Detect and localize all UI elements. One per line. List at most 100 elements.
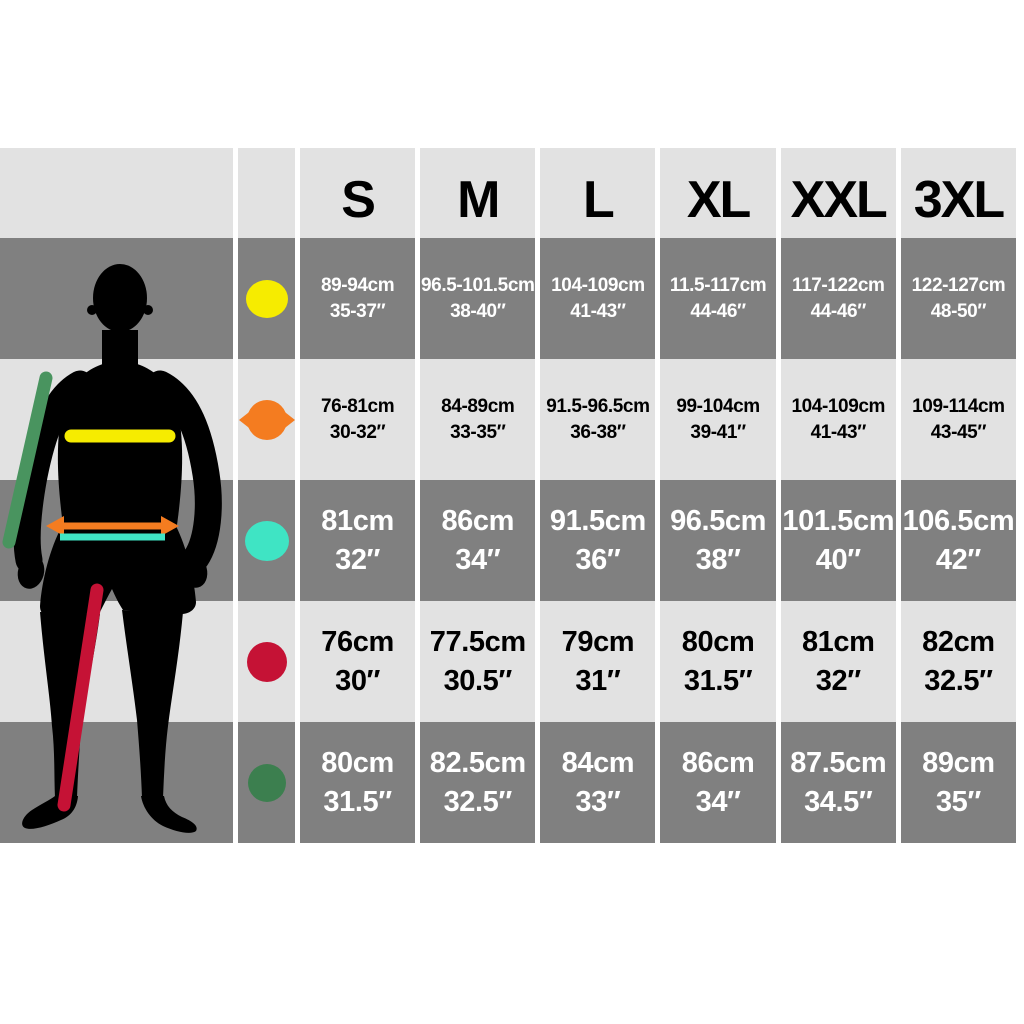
size-chart: S M L XL XXL 3XL 89-94cm 35-37″ 96.5-101.… [0,148,1016,843]
inch-value: 44-46″ [690,300,746,322]
size-label: XL [686,171,751,229]
dot-cell-row2 [238,359,295,480]
header-size-3xl: 3XL [900,148,1016,238]
header-size-s: S [300,148,416,238]
cell-row5-m: 82.5cm 32.5″ [420,722,536,843]
size-label: L [583,171,615,229]
cm-value: 86cm [681,747,755,780]
stripe [0,148,233,238]
cell-row5-xl: 86cm 34″ [660,722,776,843]
cell-row2-s: 76-81cm 30-32″ [300,359,416,480]
cm-value: 104-109cm [791,396,886,418]
cm-value: 76cm [321,626,394,659]
cm-value: 81cm [801,626,875,659]
cell-row3-m: 86cm 34″ [420,480,536,601]
inch-value: 31.5″ [683,664,753,697]
cell-row1-s: 89-94cm 35-37″ [300,238,416,359]
header-size-xxl: XXL [780,148,896,238]
size-label: M [457,171,500,229]
inch-value: 33-35″ [450,421,506,443]
inch-value: 41-43″ [570,300,626,322]
dot-cell-row3 [238,480,295,601]
cm-value: 101.5cm [782,505,895,538]
waist-arrowheads [46,516,179,536]
cm-value: 117-122cm [791,275,885,297]
cell-row2-m: 84-89cm 33-35″ [420,359,536,480]
cm-value: 80cm [681,626,755,659]
header-size-l: L [540,148,656,238]
male-silhouette [13,264,222,833]
inch-value: 35″ [935,785,981,818]
cm-value: 96.5-101.5cm [420,275,535,297]
cell-row1-xxl: 117-122cm 44-46″ [780,238,896,359]
header-dot-column [238,148,295,238]
inseam-measure-bar [57,583,104,812]
cell-row1-3xl: 122-127cm 48-50″ [900,238,1016,359]
inch-value: 33″ [575,785,621,818]
inch-value: 34.5″ [804,785,873,818]
cell-row3-l: 91.5cm 36″ [540,480,656,601]
inch-value: 32″ [335,543,381,576]
dot-cell-row5 [238,722,295,843]
header-size-m: M [420,148,536,238]
cm-value: 104-109cm [551,275,645,297]
cell-row2-3xl: 109-114cm 43-45″ [900,359,1016,480]
cell-row3-3xl: 106.5cm 42″ [900,480,1016,601]
orange-double-arrow-dot-icon [238,399,295,440]
cm-value: 87.5cm [790,747,887,780]
cell-row4-s: 76cm 30″ [300,601,416,722]
male-silhouette-diagram [2,264,222,833]
inch-value: 34″ [695,785,741,818]
cm-value: 84-89cm [441,396,515,418]
dot-cell-row1 [238,238,295,359]
red-dot-icon [246,641,287,682]
inch-value: 32.5″ [443,785,513,818]
cell-row4-xl: 80cm 31.5″ [660,601,776,722]
inch-value: 42″ [935,543,981,576]
green-dot-icon [247,763,286,802]
inch-value: 34″ [455,543,501,576]
cell-row4-3xl: 82cm 32.5″ [900,601,1016,722]
stripe [0,601,233,722]
cell-row5-xxl: 87.5cm 34.5″ [780,722,896,843]
cm-value: 106.5cm [902,505,1015,538]
cm-value: 122-127cm [911,275,1006,297]
yellow-dot-icon [245,279,288,318]
cm-value: 99-104cm [676,396,760,418]
header-size-xl: XL [660,148,776,238]
size-label: 3XL [913,171,1005,229]
inch-value: 39-41″ [690,421,746,443]
cell-row3-xl: 96.5cm 38″ [660,480,776,601]
cell-row1-xl: 11.5-117cm 44-46″ [660,238,776,359]
cell-row4-m: 77.5cm 30.5″ [420,601,536,722]
cm-value: 86cm [441,505,515,538]
inch-value: 38″ [695,543,741,576]
cell-row1-l: 104-109cm 41-43″ [540,238,656,359]
inch-value: 30.5″ [443,664,513,697]
cell-row2-xxl: 104-109cm 41-43″ [780,359,896,480]
figure-panel [0,148,233,843]
inch-value: 35-37″ [329,300,386,322]
cell-row1-m: 96.5-101.5cm 38-40″ [420,238,536,359]
inch-value: 30-32″ [329,421,386,443]
teal-dot-icon [244,520,289,561]
cm-value: 91.5cm [549,505,646,538]
inch-value: 31″ [575,664,621,697]
inch-value: 41-43″ [810,421,867,443]
inch-value: 43-45″ [930,421,987,443]
cm-value: 91.5-96.5cm [546,396,650,418]
cm-value: 11.5-117cm [669,275,767,297]
inch-value: 44-46″ [810,300,867,322]
inch-value: 31.5″ [323,785,392,818]
cm-value: 96.5cm [670,505,767,538]
cm-value: 89cm [922,747,995,780]
cell-row4-xxl: 81cm 32″ [780,601,896,722]
cm-value: 79cm [561,626,635,659]
inch-value: 32.5″ [924,664,993,697]
cm-value: 109-114cm [912,396,1005,418]
inch-value: 32″ [815,664,861,697]
cell-row2-xl: 99-104cm 39-41″ [660,359,776,480]
cm-value: 82.5cm [429,747,526,780]
size-label: S [341,171,376,229]
